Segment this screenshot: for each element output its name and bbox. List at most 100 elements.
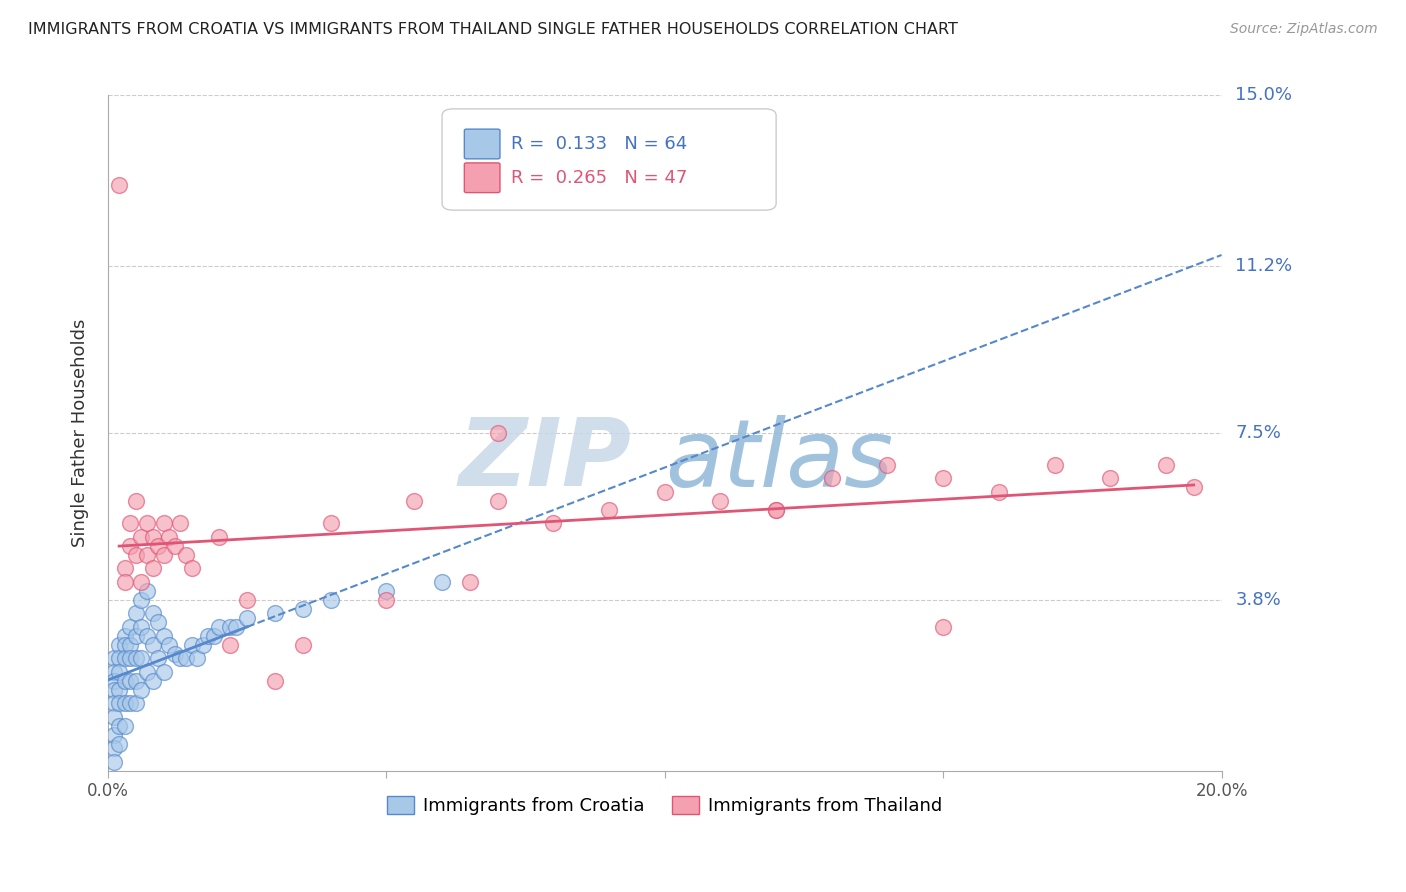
Point [141, 530, 163, 544]
Point [458, 574, 481, 589]
Point [291, 638, 314, 652]
Point [125, 651, 148, 665]
Point [1154, 458, 1177, 472]
Point [141, 638, 163, 652]
Point [404, 493, 426, 508]
Point [146, 615, 169, 629]
Point [169, 516, 191, 530]
Point [114, 651, 136, 665]
Text: atlas: atlas [665, 415, 893, 506]
Point [709, 493, 731, 508]
Point [103, 696, 125, 710]
Point [131, 651, 153, 665]
Point [103, 682, 125, 697]
Point [375, 592, 398, 607]
Text: 7.5%: 7.5% [1236, 424, 1281, 442]
Point [108, 719, 131, 733]
Point [120, 673, 142, 688]
Text: R =  0.133   N = 64: R = 0.133 N = 64 [512, 135, 688, 153]
Point [125, 629, 148, 643]
Point [120, 516, 142, 530]
Point [876, 458, 898, 472]
Point [932, 619, 955, 633]
Point [264, 606, 287, 620]
Point [114, 574, 136, 589]
Point [136, 516, 159, 530]
Point [114, 673, 136, 688]
Point [152, 516, 174, 530]
Point [103, 741, 125, 756]
Point [120, 539, 142, 553]
Point [108, 178, 131, 193]
Point [180, 561, 202, 575]
Point [174, 548, 197, 562]
Point [108, 638, 131, 652]
Point [291, 601, 314, 615]
Point [202, 629, 225, 643]
FancyBboxPatch shape [441, 109, 776, 211]
Point [108, 682, 131, 697]
Point [152, 665, 174, 679]
Point [108, 737, 131, 751]
Point [236, 610, 259, 624]
Point [197, 629, 219, 643]
Point [157, 638, 180, 652]
Point [120, 638, 142, 652]
Point [108, 651, 131, 665]
Point [598, 502, 620, 516]
Point [152, 629, 174, 643]
Point [486, 425, 509, 440]
Point [163, 647, 186, 661]
Point [125, 493, 148, 508]
Point [120, 651, 142, 665]
Text: 3.8%: 3.8% [1236, 591, 1281, 608]
Point [208, 619, 231, 633]
Point [125, 606, 148, 620]
Text: R =  0.265   N = 47: R = 0.265 N = 47 [512, 169, 688, 186]
Point [225, 619, 247, 633]
Point [103, 709, 125, 723]
Point [114, 638, 136, 652]
Point [208, 530, 231, 544]
Text: Source: ZipAtlas.com: Source: ZipAtlas.com [1230, 22, 1378, 37]
Point [136, 665, 159, 679]
Point [191, 638, 214, 652]
Point [157, 530, 180, 544]
Point [103, 728, 125, 742]
Text: 15.0%: 15.0% [1236, 87, 1292, 104]
FancyBboxPatch shape [464, 163, 501, 193]
FancyBboxPatch shape [464, 129, 501, 159]
Point [108, 696, 131, 710]
Point [987, 484, 1010, 499]
Point [141, 561, 163, 575]
Point [264, 673, 287, 688]
Point [236, 592, 259, 607]
Point [486, 493, 509, 508]
Point [186, 651, 208, 665]
Point [131, 592, 153, 607]
Point [219, 619, 242, 633]
Point [103, 755, 125, 769]
Point [146, 651, 169, 665]
Point [141, 606, 163, 620]
Point [654, 484, 676, 499]
Point [1099, 471, 1122, 485]
Point [125, 696, 148, 710]
Text: ZIP: ZIP [458, 414, 631, 506]
Point [131, 682, 153, 697]
Point [103, 673, 125, 688]
Point [219, 638, 242, 652]
Point [114, 719, 136, 733]
Point [543, 516, 565, 530]
Point [120, 696, 142, 710]
Text: 11.2%: 11.2% [1236, 258, 1292, 276]
Point [821, 471, 844, 485]
Point [163, 539, 186, 553]
Legend: Immigrants from Croatia, Immigrants from Thailand: Immigrants from Croatia, Immigrants from… [380, 789, 949, 822]
Point [152, 548, 174, 562]
Y-axis label: Single Father Households: Single Father Households [72, 318, 89, 547]
Point [180, 638, 202, 652]
Point [136, 548, 159, 562]
Point [146, 539, 169, 553]
Point [103, 651, 125, 665]
